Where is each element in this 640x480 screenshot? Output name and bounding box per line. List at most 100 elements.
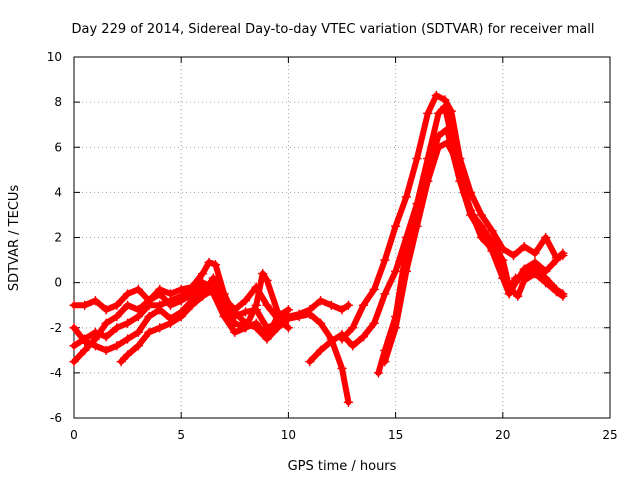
data-point — [530, 248, 540, 259]
data-point — [440, 95, 450, 105]
data-point — [487, 237, 497, 247]
y-tick-label: 2 — [54, 231, 62, 245]
y-tick-label: -2 — [50, 321, 62, 335]
data-point — [251, 323, 261, 333]
x-tick-label: 20 — [495, 428, 510, 442]
data-point — [240, 318, 251, 328]
data-point — [122, 350, 133, 360]
data-point — [101, 332, 111, 342]
data-point — [315, 318, 326, 328]
data-point — [122, 289, 133, 299]
y-tick-label: 8 — [54, 95, 62, 109]
data-point — [390, 323, 401, 333]
y-tick-label: 0 — [54, 276, 62, 290]
data-point — [433, 142, 444, 152]
data-point — [155, 323, 165, 333]
data-point — [90, 341, 101, 351]
data-point — [69, 323, 79, 333]
data-point — [487, 225, 497, 236]
data-point — [230, 318, 240, 328]
data-point — [442, 124, 452, 134]
data-point — [326, 336, 337, 347]
data-point — [305, 356, 315, 367]
data-point — [90, 327, 101, 338]
x-tick-label: 15 — [388, 428, 403, 442]
data-point — [283, 304, 294, 315]
y-tick-label: 4 — [54, 185, 62, 199]
data-point — [412, 153, 422, 164]
data-point — [551, 286, 562, 297]
data-point — [176, 311, 186, 322]
data-point — [112, 300, 122, 310]
data-point — [122, 318, 133, 328]
data-point — [69, 300, 79, 310]
data-point — [283, 323, 294, 333]
data-point — [343, 397, 354, 407]
data-point — [204, 257, 214, 268]
data-point — [79, 345, 90, 356]
plot-frame — [73, 56, 611, 419]
data-point — [133, 327, 144, 338]
data-point — [401, 266, 412, 277]
data-point — [210, 259, 221, 270]
data-point — [347, 323, 358, 333]
data-point — [358, 332, 369, 342]
data-point — [358, 300, 369, 310]
data-point — [558, 248, 568, 259]
data-point — [337, 363, 347, 374]
data-point — [262, 275, 272, 286]
data-point — [144, 311, 154, 322]
data-point — [315, 295, 326, 306]
data-point — [510, 277, 521, 288]
y-tick-label: -4 — [50, 366, 62, 380]
data-point — [369, 318, 379, 328]
data-point — [540, 232, 551, 243]
data-point — [390, 221, 401, 231]
data-point — [315, 345, 326, 356]
data-point — [187, 300, 197, 310]
data-point — [112, 341, 122, 351]
data-point — [498, 244, 508, 254]
data-point — [144, 300, 154, 310]
data-point — [133, 341, 144, 351]
data-point — [294, 311, 304, 322]
data-point — [90, 295, 101, 306]
data-point — [155, 304, 165, 315]
data-point — [401, 192, 412, 202]
series-line-track-1 — [71, 259, 352, 331]
data-point — [433, 131, 444, 141]
chart-title: Day 229 of 2014, Sidereal Day-to-day VTE… — [72, 22, 595, 37]
data-point — [431, 90, 442, 101]
data-point — [513, 291, 523, 301]
data-point — [230, 304, 240, 315]
data-point — [187, 284, 197, 295]
data-point — [197, 268, 208, 279]
data-point — [208, 284, 219, 295]
data-point — [476, 221, 487, 231]
data-point — [283, 313, 294, 324]
data-point — [343, 300, 354, 310]
data-point — [122, 334, 133, 344]
data-point — [305, 309, 315, 319]
data-point — [262, 300, 272, 310]
data-point — [519, 275, 529, 286]
data-point — [540, 266, 551, 277]
data-point — [337, 334, 347, 344]
data-point — [69, 356, 79, 367]
data-point — [79, 336, 90, 347]
tick-labels: 0 5 10 15 20 25 -6 -4 -2 0 2 4 6 8 10 — [47, 50, 618, 442]
data-point — [476, 210, 487, 220]
data-point — [251, 282, 261, 292]
data-point — [551, 255, 562, 265]
data-point — [468, 210, 478, 220]
data-point — [423, 176, 433, 186]
data-point — [165, 318, 176, 328]
data-point — [519, 241, 529, 252]
data-point — [101, 345, 111, 356]
data-point — [380, 255, 390, 265]
data-point — [530, 257, 540, 268]
data-point — [240, 295, 251, 306]
data-point — [519, 264, 529, 274]
data-point — [122, 300, 133, 310]
